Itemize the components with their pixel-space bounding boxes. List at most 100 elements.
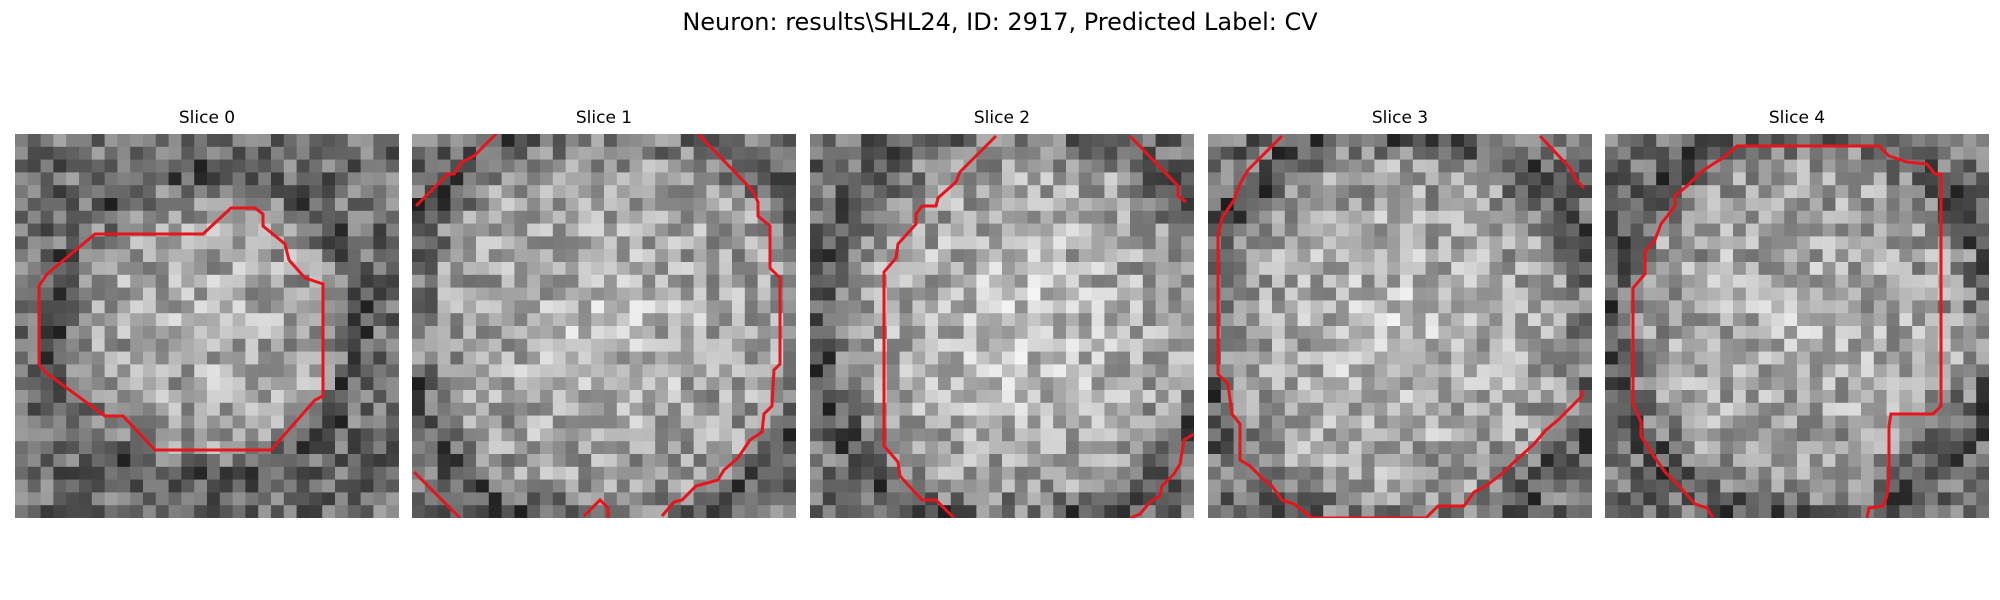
- pixel: [1323, 185, 1337, 199]
- pixel: [693, 505, 707, 518]
- pixel: [1208, 377, 1222, 391]
- slice-image-2: [810, 134, 1194, 518]
- pixel: [1771, 364, 1785, 378]
- pixel: [386, 326, 399, 340]
- pixel: [1130, 159, 1144, 173]
- pixel: [976, 402, 990, 416]
- pixel: [1246, 134, 1260, 148]
- pixel: [744, 505, 758, 518]
- pixel: [848, 198, 862, 212]
- pixel: [1733, 210, 1747, 224]
- pixel: [810, 441, 824, 455]
- pixel: [207, 492, 221, 506]
- pixel: [1822, 249, 1836, 263]
- pixel: [424, 351, 438, 365]
- pixel: [1835, 274, 1849, 288]
- pixel: [757, 377, 771, 391]
- pixel: [1745, 249, 1759, 263]
- pixel: [680, 505, 694, 518]
- roi-contour-2b: [1128, 134, 1187, 204]
- pixel: [810, 172, 824, 186]
- pixel: [642, 415, 656, 429]
- pixel: [1425, 274, 1439, 288]
- pixel: [1912, 351, 1926, 365]
- pixel: [1937, 134, 1951, 148]
- pixel: [219, 236, 233, 250]
- pixel: [1681, 223, 1695, 237]
- pixel: [1950, 466, 1964, 480]
- pixel: [693, 428, 707, 442]
- pixel: [1643, 466, 1657, 480]
- pixel: [373, 172, 387, 186]
- pixel: [578, 313, 592, 327]
- pixel: [1797, 492, 1811, 506]
- pixel: [1181, 402, 1194, 416]
- pixel: [373, 274, 387, 288]
- pixel: [232, 236, 246, 250]
- pixel: [1950, 274, 1964, 288]
- pixel: [79, 326, 93, 340]
- pixel: [668, 146, 682, 160]
- pixel: [271, 466, 285, 480]
- pixel: [861, 505, 875, 518]
- pixel: [424, 198, 438, 212]
- pixel: [1208, 454, 1222, 468]
- pixel: [1464, 454, 1478, 468]
- pixel: [1899, 146, 1913, 160]
- pixel: [309, 377, 323, 391]
- pixel: [706, 402, 720, 416]
- pixel: [1374, 326, 1388, 340]
- pixel: [91, 249, 105, 263]
- pixel: [1963, 274, 1977, 288]
- pixel: [15, 390, 29, 404]
- pixel: [1733, 223, 1747, 237]
- pixel: [616, 249, 630, 263]
- pixel: [168, 262, 182, 276]
- pixel: [1797, 262, 1811, 276]
- pixel: [1720, 479, 1734, 493]
- pixel: [1963, 326, 1977, 340]
- pixel: [1630, 262, 1644, 276]
- pixel: [373, 428, 387, 442]
- pixel: [1681, 274, 1695, 288]
- pixel: [861, 326, 875, 340]
- pixel: [245, 505, 259, 518]
- pixel: [1784, 223, 1798, 237]
- pixel: [181, 300, 195, 314]
- pixel: [232, 466, 246, 480]
- pixel: [591, 466, 605, 480]
- pixel: [1720, 390, 1734, 404]
- pixel: [219, 287, 233, 301]
- pixel: [1656, 505, 1670, 518]
- pixel: [1220, 236, 1234, 250]
- pixel: [450, 223, 464, 237]
- pixel: [1669, 505, 1683, 518]
- pixel: [835, 415, 849, 429]
- pixel: [1297, 338, 1311, 352]
- pixel: [1142, 300, 1156, 314]
- pixel: [591, 428, 605, 442]
- pixel: [1104, 236, 1118, 250]
- pixel: [783, 338, 796, 352]
- pixel: [642, 428, 656, 442]
- pixel: [822, 198, 836, 212]
- pixel: [950, 351, 964, 365]
- pixel: [1643, 479, 1657, 493]
- pixel: [283, 454, 297, 468]
- pixel: [552, 300, 566, 314]
- pixel: [1656, 300, 1670, 314]
- pixel: [1412, 326, 1426, 340]
- pixel: [1771, 402, 1785, 416]
- pixel: [976, 223, 990, 237]
- pixel: [194, 172, 208, 186]
- pixel: [1784, 249, 1798, 263]
- pixel: [591, 159, 605, 173]
- pixel: [271, 364, 285, 378]
- pixel: [1784, 492, 1798, 506]
- pixel: [1733, 185, 1747, 199]
- pixel: [1502, 287, 1516, 301]
- pixel: [1540, 198, 1554, 212]
- pixel: [514, 338, 528, 352]
- pixel: [1284, 466, 1298, 480]
- pixel: [1937, 146, 1951, 160]
